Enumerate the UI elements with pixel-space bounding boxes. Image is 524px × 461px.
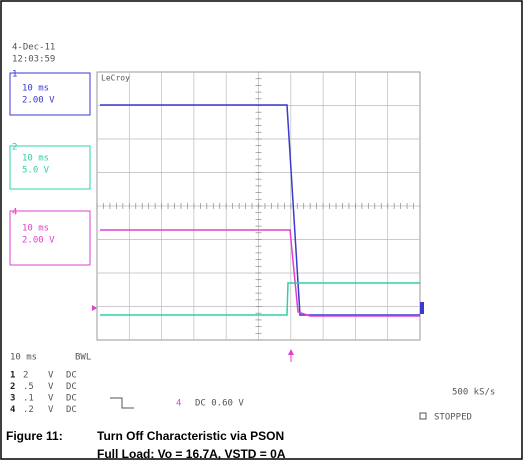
- channel-number: 4: [12, 208, 17, 218]
- coupling-table: 1 2 V DC2.5 V DC3.1 V DC4.2 V DC: [10, 371, 77, 416]
- trigger-marker: [288, 349, 294, 355]
- trigger-channel: 4: [176, 399, 181, 409]
- channel-scale: 2.00 V: [22, 96, 55, 106]
- channel-box: [9, 210, 91, 266]
- coupling-channel: 3: [10, 394, 15, 404]
- trigger-slope: [110, 397, 134, 409]
- trace-ch2: [100, 282, 420, 316]
- coupling-scale: 2: [23, 371, 28, 381]
- coupling-mode: DC: [66, 382, 77, 392]
- channel-box: [9, 145, 91, 190]
- coupling-unit: V: [48, 405, 54, 415]
- coupling-scale: .5: [23, 382, 34, 392]
- channel-timebase: 10 ms: [22, 84, 49, 94]
- channel-box: [9, 72, 91, 116]
- date: 4-Dec-11: [12, 43, 55, 53]
- coupling-channel: 2: [10, 382, 15, 392]
- caption-line2: Full Load: Vo = 16.7A, VSTD = 0A: [97, 447, 286, 461]
- sample-rate: 500 kS/s: [452, 388, 495, 398]
- level-marker: [92, 305, 97, 311]
- status-icon: [419, 412, 427, 420]
- coupling-scale: .2: [23, 405, 34, 415]
- coupling-unit: V: [48, 382, 54, 392]
- channel-scale: 5.0 V: [22, 166, 50, 176]
- coupling-unit: V: [48, 394, 54, 404]
- trace-ch4: [100, 229, 420, 317]
- bandwidth: BWL: [75, 353, 91, 363]
- time: 12:03:59: [12, 55, 55, 65]
- channel-number: 2: [12, 143, 17, 153]
- coupling-mode: DC: [66, 405, 77, 415]
- status: STOPPED: [434, 413, 472, 423]
- coupling-channel: 4: [10, 405, 16, 415]
- coupling-channel: 1: [10, 371, 15, 381]
- trace-ch1: [100, 104, 420, 316]
- trigger-level: DC 0.60 V: [195, 399, 244, 409]
- coupling-unit: V: [48, 371, 54, 381]
- channel-scale: 2.00 V: [22, 236, 55, 246]
- brand: LeCroy: [101, 74, 130, 83]
- timebase: 10 ms: [10, 353, 37, 363]
- end-marker: [420, 302, 424, 314]
- caption-label: Figure 11:: [6, 429, 63, 443]
- channel-timebase: 10 ms: [22, 224, 49, 234]
- channel-timebase: 10 ms: [22, 154, 49, 164]
- caption-title: Turn Off Characteristic via PSON: [97, 429, 284, 443]
- channel-number: 1: [12, 70, 17, 80]
- coupling-mode: DC: [66, 371, 77, 381]
- coupling-mode: DC: [66, 394, 77, 404]
- coupling-scale: .1: [23, 394, 34, 404]
- graticule: [96, 71, 421, 341]
